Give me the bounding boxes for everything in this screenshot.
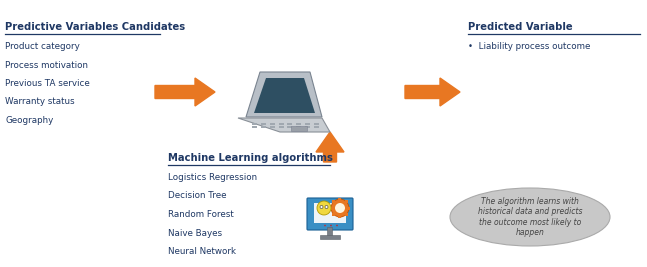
Bar (333, 201, 336, 203)
Bar (344, 213, 347, 215)
Text: Predictive Variables Candidates: Predictive Variables Candidates (5, 22, 185, 32)
Bar (287, 126, 292, 128)
FancyArrow shape (155, 78, 215, 106)
Bar (338, 198, 342, 201)
Bar (347, 206, 350, 210)
Bar (279, 126, 283, 128)
Text: Machine Learning algorithms: Machine Learning algorithms (168, 153, 333, 163)
Bar (333, 213, 336, 215)
Text: Logistics Regression: Logistics Regression (168, 173, 257, 182)
Circle shape (335, 203, 345, 213)
Circle shape (331, 199, 349, 217)
Text: Naive Bayes: Naive Bayes (168, 229, 222, 238)
Bar (327, 227, 333, 236)
Text: Warranty status: Warranty status (5, 97, 74, 107)
Circle shape (336, 225, 338, 226)
Bar (330, 206, 333, 210)
Bar (344, 201, 347, 203)
FancyBboxPatch shape (307, 198, 353, 230)
Bar (270, 126, 275, 128)
Bar (338, 215, 342, 218)
Bar (320, 235, 340, 239)
Text: Decision Tree: Decision Tree (168, 191, 226, 201)
Text: Neural Network: Neural Network (168, 247, 236, 256)
Bar (270, 123, 275, 125)
Bar (287, 123, 292, 125)
Bar (291, 125, 307, 131)
Circle shape (325, 206, 328, 209)
Ellipse shape (450, 188, 610, 246)
Text: Predicted Variable: Predicted Variable (468, 22, 573, 32)
Text: Previous TA service: Previous TA service (5, 79, 90, 88)
Bar (252, 126, 258, 128)
Polygon shape (254, 78, 315, 113)
Circle shape (320, 206, 323, 209)
Bar (296, 126, 301, 128)
Bar (314, 203, 346, 223)
Bar (305, 123, 310, 125)
Bar (261, 123, 266, 125)
Polygon shape (246, 72, 322, 117)
Bar (314, 123, 318, 125)
Polygon shape (238, 118, 330, 132)
Text: Product category: Product category (5, 42, 80, 51)
Bar (305, 126, 310, 128)
Bar (261, 126, 266, 128)
Text: •  Liability process outcome: • Liability process outcome (468, 42, 590, 51)
Circle shape (324, 225, 326, 226)
Bar (252, 123, 258, 125)
Text: Geography: Geography (5, 116, 53, 125)
Text: The algorithm learns with
historical data and predicts
the outcome most likely t: The algorithm learns with historical dat… (477, 197, 582, 237)
Circle shape (317, 201, 331, 215)
Bar (279, 123, 283, 125)
FancyArrow shape (405, 78, 460, 106)
Text: Process motivation: Process motivation (5, 61, 88, 69)
Text: Random Forest: Random Forest (168, 210, 234, 219)
Bar (314, 126, 318, 128)
Circle shape (330, 225, 332, 226)
Bar (296, 123, 301, 125)
FancyArrow shape (316, 132, 344, 162)
